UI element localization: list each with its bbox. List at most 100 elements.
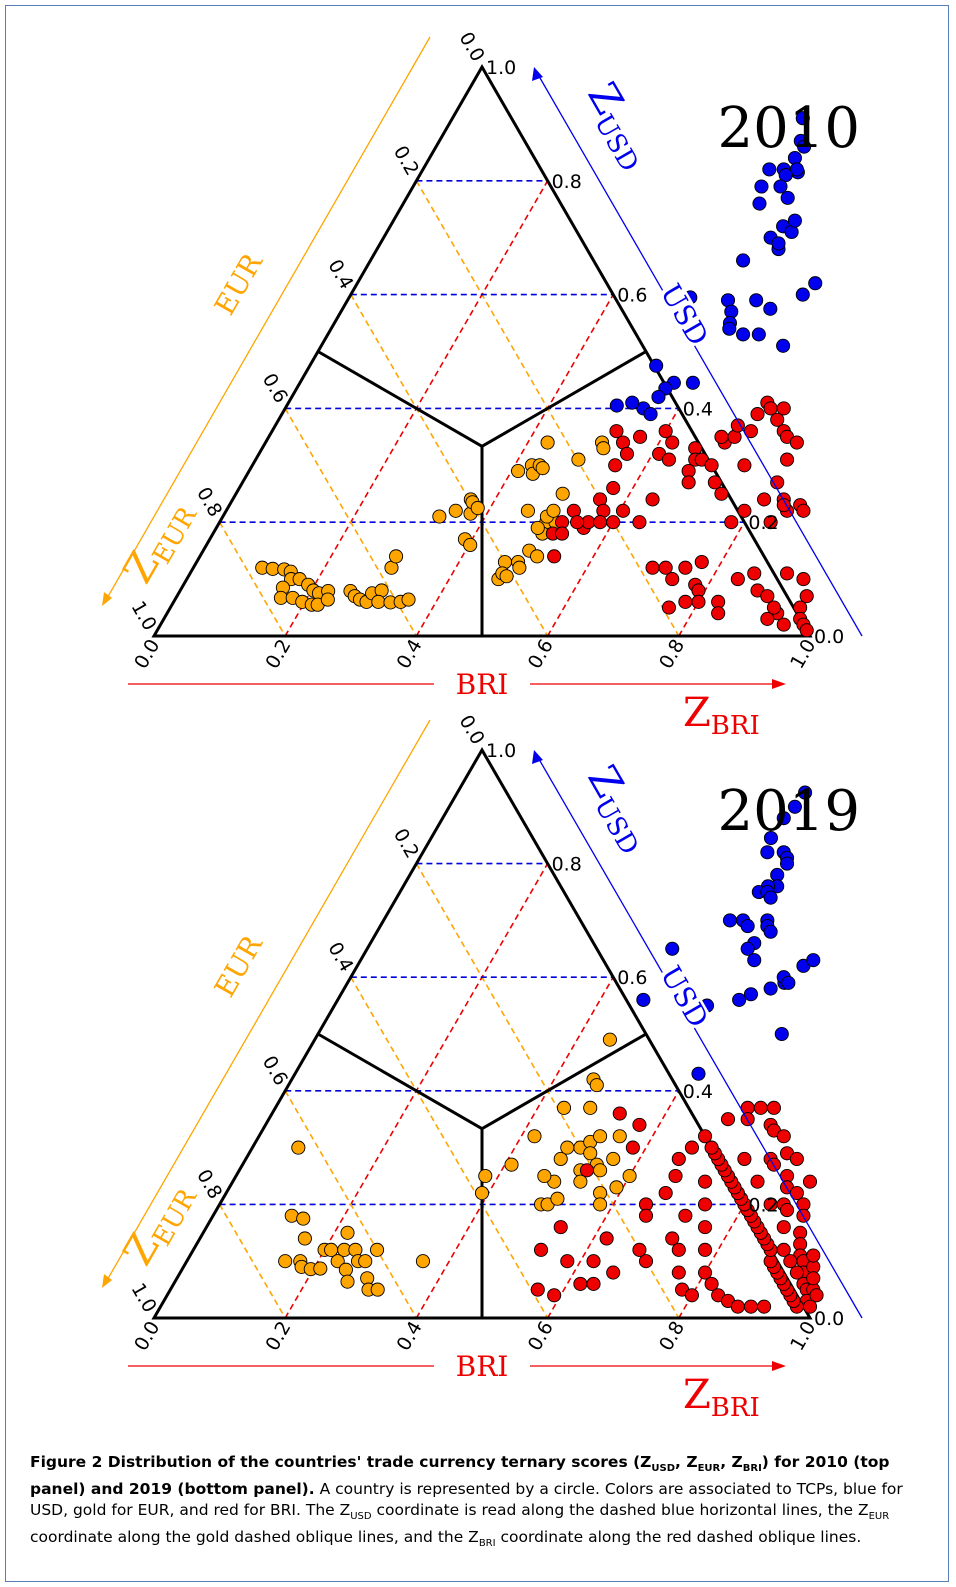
data-point-bri (806, 1248, 821, 1263)
data-point-bri (547, 549, 562, 564)
axis-label-bg-eur (208, 247, 268, 321)
data-point-eur (556, 1100, 572, 1115)
grid-line-eur (284, 1090, 418, 1319)
tick-label-eur: 1.0 (127, 597, 161, 634)
data-point-bri (770, 412, 785, 427)
tick-label-eur: 0.6 (258, 370, 292, 407)
data-point-usd (795, 111, 810, 126)
tick-label-eur: 0.2 (389, 142, 423, 179)
data-point-bri (606, 1265, 621, 1280)
tick-label-usd: 0.6 (617, 967, 647, 989)
data-point-eur (313, 1261, 328, 1276)
tick-label-eur: 0.4 (323, 939, 357, 976)
data-point-bri (661, 600, 677, 615)
tick-label-bri: 0.6 (524, 636, 558, 673)
data-point-bri (632, 1242, 647, 1257)
data-point-eur (609, 1180, 624, 1195)
data-point-bri (796, 503, 811, 518)
data-point-bri (612, 1106, 627, 1121)
data-point-eur (553, 1151, 568, 1167)
data-point-eur (512, 560, 527, 575)
data-point-eur (401, 592, 416, 607)
axis-line-usd (535, 753, 863, 1319)
data-point-bri (730, 418, 745, 433)
data-point-bri (753, 1100, 768, 1115)
data-point-bri (638, 1208, 654, 1223)
axis-title-z-usd: ZUSD (574, 75, 662, 177)
axis-label-bg-usd (655, 280, 713, 350)
data-point-bri (704, 1140, 719, 1155)
data-point-usd (763, 924, 778, 939)
tick-label-eur: 0.6 (258, 1052, 292, 1089)
data-point-eur (340, 1225, 355, 1240)
data-point-usd (776, 338, 791, 353)
data-point-eur (415, 1254, 431, 1269)
data-point-usd (778, 168, 793, 183)
data-point-bri (697, 1220, 713, 1235)
data-point-bri (573, 1276, 588, 1291)
data-point-bri (809, 1288, 824, 1303)
data-point-eur (504, 1157, 519, 1172)
data-point-bri (789, 435, 804, 450)
data-point-bri (668, 1168, 683, 1184)
data-point-bri (799, 623, 814, 638)
data-point-eur (297, 1231, 312, 1246)
data-point-eur (371, 594, 386, 609)
data-point-usd (636, 992, 651, 1007)
data-point-bri (553, 1220, 568, 1235)
data-point-bri (615, 503, 631, 518)
data-point-bri (593, 515, 608, 530)
data-point-bri (599, 1231, 614, 1246)
data-point-eur (535, 461, 550, 476)
grid-line-eur (218, 521, 286, 637)
data-point-bri (724, 515, 739, 530)
data-point-eur (370, 1282, 385, 1297)
data-point-bri (776, 1220, 791, 1235)
tick-label-usd: 0.2 (748, 1194, 778, 1216)
data-point-bri (704, 1276, 719, 1291)
data-point-bri (684, 1140, 699, 1155)
axis-title-z-bri-main: Z (683, 1372, 711, 1418)
data-point-eur (358, 1254, 373, 1269)
data-point-usd (787, 799, 802, 814)
data-point-usd (787, 213, 802, 228)
data-point-bri (697, 1242, 713, 1257)
ternary-charts: 0.00.20.40.60.81.00.00.20.40.60.81.00.0 0… (102, 28, 863, 1423)
data-point-eur (612, 1129, 627, 1144)
data-point-bri (554, 526, 570, 541)
data-point-usd (722, 321, 737, 336)
tick-label-bri: 0.0 (130, 636, 164, 673)
axis-arrow-bri (772, 679, 786, 689)
axis-arrow-bri (772, 1361, 786, 1371)
data-point-usd (808, 276, 823, 291)
data-point-eur (296, 1211, 311, 1226)
data-point-eur (478, 1168, 493, 1184)
data-point-bri (714, 429, 729, 444)
data-point-bri (658, 424, 673, 439)
axis-arrow-eur (102, 592, 112, 606)
data-point-eur (474, 1185, 490, 1201)
data-point-bri (533, 1242, 549, 1257)
region-boundary (317, 1032, 483, 1130)
data-point-bri (779, 452, 795, 467)
tick-label-usd: 0.4 (683, 398, 713, 420)
data-point-bri (789, 1265, 804, 1280)
data-point-eur (583, 1100, 598, 1115)
data-point-eur (606, 1151, 621, 1167)
axis-title-z-usd: ZUSD (574, 758, 662, 860)
data-point-eur (470, 500, 485, 516)
data-point-usd (751, 327, 766, 342)
panel-year-label: 2019 (717, 779, 860, 844)
data-point-bri (766, 1100, 781, 1115)
data-point-eur (520, 503, 535, 518)
data-point-eur (537, 1168, 552, 1184)
data-point-usd (722, 913, 738, 928)
tick-label-bri: 0.8 (655, 1318, 689, 1355)
data-point-bri (757, 492, 772, 507)
data-point-bri (570, 515, 585, 530)
data-point-eur (330, 1254, 345, 1269)
data-point-bri (743, 1299, 759, 1314)
data-point-bri (678, 560, 693, 575)
panel-2019: 0.00.20.40.60.81.00.00.20.40.60.81.00.0 0… (102, 711, 863, 1423)
tick-label-eur: 0.4 (323, 256, 357, 293)
